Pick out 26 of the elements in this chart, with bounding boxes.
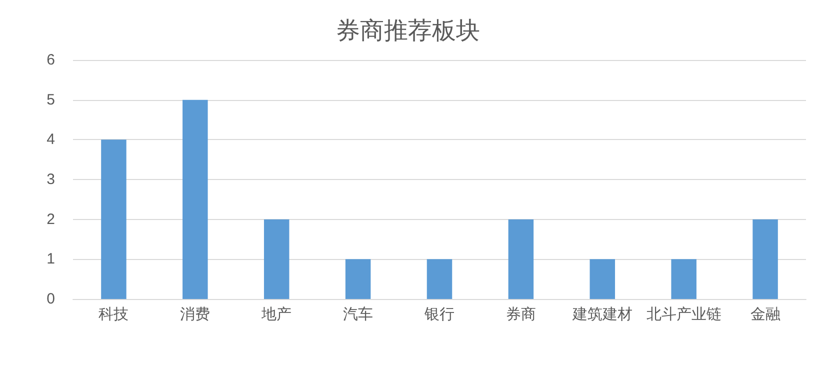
bar bbox=[426, 259, 452, 299]
bar bbox=[101, 140, 126, 299]
y-tick-label: 1 bbox=[46, 250, 55, 268]
y-tick-label: 6 bbox=[46, 52, 55, 68]
x-tick-label: 建筑建材 bbox=[571, 306, 632, 323]
y-tick-label: 0 bbox=[46, 290, 55, 308]
x-tick-label: 金融 bbox=[750, 306, 780, 323]
x-tick-label: 银行 bbox=[424, 306, 454, 323]
x-tick-label: 地产 bbox=[260, 306, 292, 323]
y-tick-label: 2 bbox=[46, 210, 55, 228]
chart-title: 券商推荐板块 bbox=[336, 18, 480, 44]
x-tick-label: 科技 bbox=[98, 306, 129, 323]
bar bbox=[508, 219, 534, 299]
y-tick-label: 4 bbox=[46, 131, 55, 148]
y-tick-label: 5 bbox=[46, 91, 55, 108]
bar bbox=[345, 259, 371, 299]
bar bbox=[752, 219, 778, 299]
y-tick-label: 3 bbox=[46, 171, 55, 188]
x-tick-label: 北斗产业链 bbox=[646, 306, 722, 323]
bar bbox=[264, 219, 290, 299]
x-tick-label: 汽车 bbox=[343, 306, 374, 323]
bar bbox=[671, 259, 696, 299]
x-tick-label: 消费 bbox=[180, 306, 210, 323]
bar bbox=[590, 259, 616, 299]
bar bbox=[182, 100, 208, 299]
x-tick-label: 券商 bbox=[506, 306, 536, 323]
